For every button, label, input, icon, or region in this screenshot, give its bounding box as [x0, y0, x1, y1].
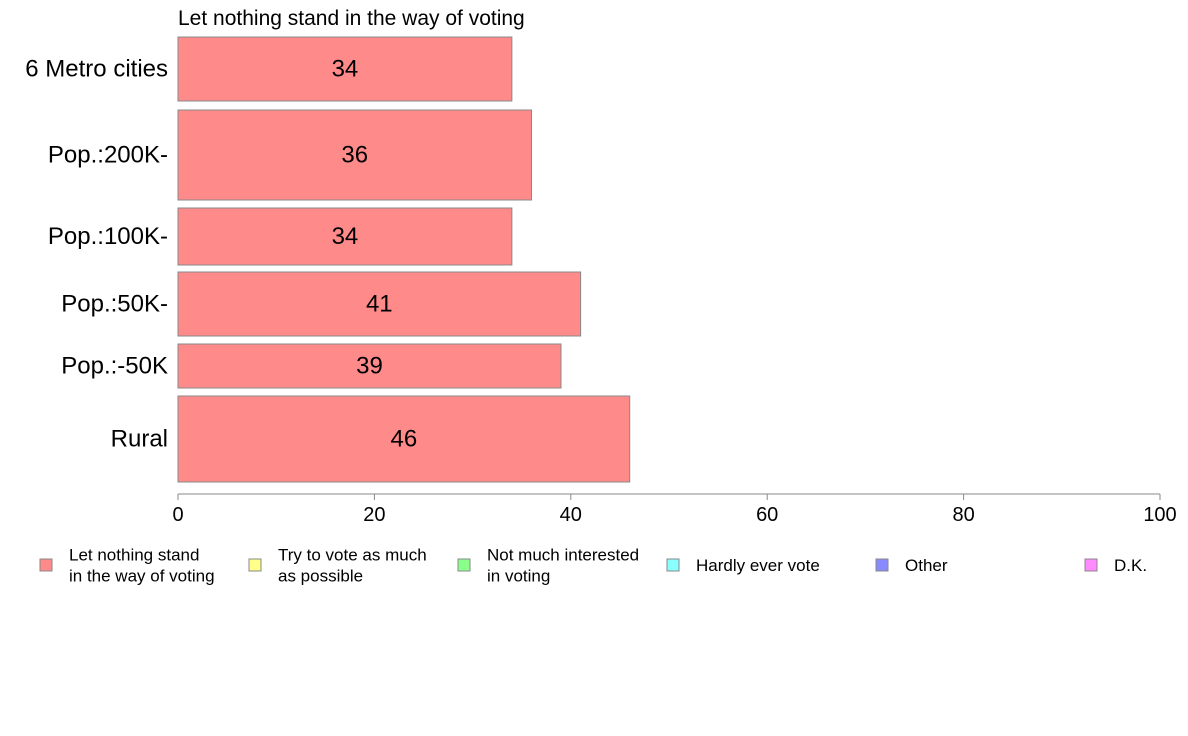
- value-label-4: 39: [356, 353, 383, 380]
- bar-1: [177, 109, 533, 201]
- x-tick-label-3: 60: [756, 504, 778, 526]
- legend: Let nothing stand in the way of voting Try…: [39, 545, 1147, 585]
- x-tick-label-2: 40: [560, 504, 582, 526]
- value-label-0: 34: [332, 56, 359, 83]
- legend-swatch-2: [457, 558, 471, 572]
- x-tick-label-0: 0: [172, 504, 183, 526]
- legend-label-5: D.K.: [1114, 556, 1147, 575]
- value-label-3: 41: [366, 291, 393, 318]
- legend-swatch-4: [875, 558, 889, 572]
- category-label-4: Pop.:-50K: [61, 353, 168, 380]
- legend-label-line: Try to vote as much: [278, 545, 427, 564]
- category-label-3: Pop.:50K-: [61, 291, 168, 318]
- legend-label-line: Not much interested: [487, 545, 639, 564]
- legend-label-line: as possible: [278, 566, 363, 585]
- legend-label-3: Hardly ever vote: [696, 556, 820, 575]
- legend-label-line: Hardly ever vote: [696, 556, 820, 575]
- legend-swatch-0: [39, 558, 53, 572]
- bar-4: [177, 343, 562, 389]
- bars-group: 6 Metro cities 34 Pop.:200K- 36 Pop.:100K- 34…: [25, 36, 631, 483]
- legend-label-line: Other: [905, 556, 948, 575]
- x-tick-label-4: 80: [952, 504, 974, 526]
- x-tick-label-1: 20: [363, 504, 385, 526]
- bar-3: [177, 271, 582, 337]
- bar-2: [177, 207, 513, 266]
- legend-label-line: Let nothing stand: [69, 545, 199, 564]
- value-label-1: 36: [341, 142, 368, 169]
- bar-0: [177, 36, 513, 102]
- legend-swatch-1: [248, 558, 262, 572]
- chart-title: Let nothing stand in the way of voting: [178, 7, 525, 30]
- legend-label-1: Try to vote as much as possible: [278, 545, 427, 585]
- legend-label-4: Other: [905, 556, 948, 575]
- category-label-1: Pop.:200K-: [48, 142, 168, 169]
- legend-label-line: in the way of voting: [69, 566, 215, 585]
- x-tick-label-5: 100: [1143, 504, 1176, 526]
- bar-5: [177, 395, 631, 483]
- legend-label-2: Not much interested in voting: [487, 545, 639, 585]
- legend-label-line: in voting: [487, 566, 550, 585]
- value-label-5: 46: [391, 426, 418, 453]
- category-label-5: Rural: [111, 426, 168, 453]
- legend-label-0: Let nothing stand in the way of voting: [69, 545, 215, 585]
- x-axis: 0 20 40 60 80 100: [172, 493, 1177, 526]
- legend-swatch-3: [666, 558, 680, 572]
- category-label-0: 6 Metro cities: [25, 56, 168, 83]
- legend-label-line: D.K.: [1114, 556, 1147, 575]
- category-label-2: Pop.:100K-: [48, 223, 168, 250]
- value-label-2: 34: [332, 223, 359, 250]
- legend-swatch-5: [1084, 558, 1098, 572]
